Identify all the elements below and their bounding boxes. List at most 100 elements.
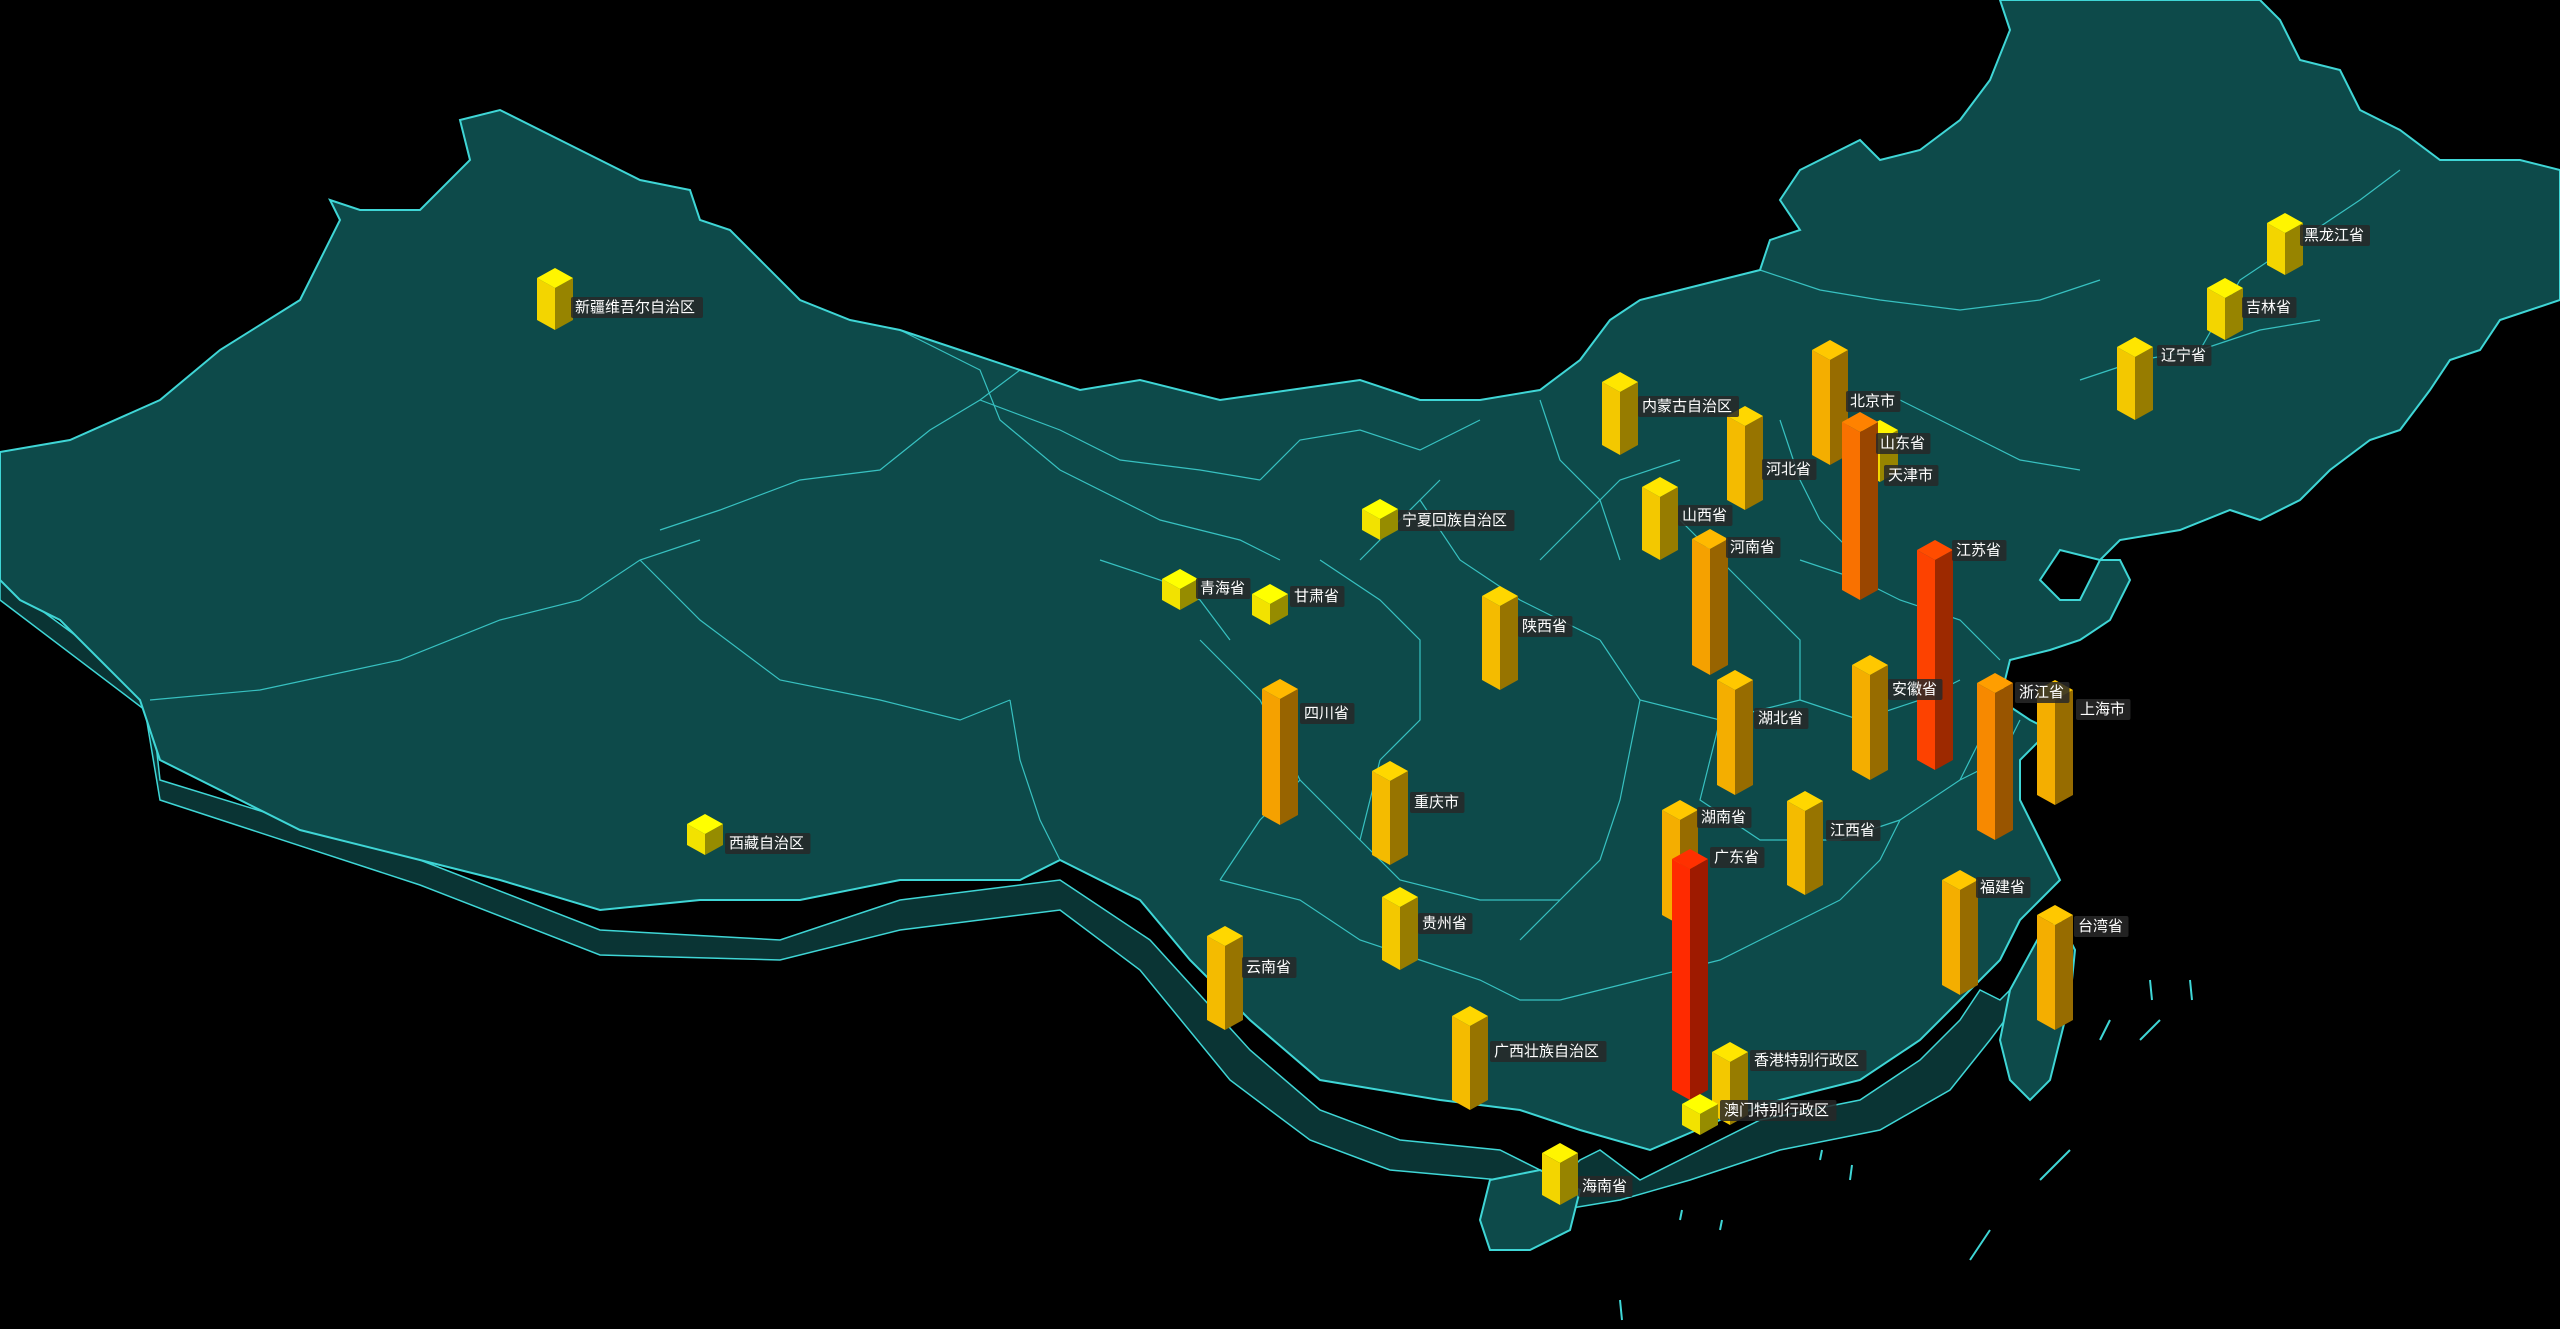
bar-side-face xyxy=(1860,422,1878,600)
province-label-text: 香港特别行政区 xyxy=(1754,1051,1859,1069)
province-label: 江苏省 xyxy=(1952,540,2007,561)
bar-side-face xyxy=(1225,936,1243,1030)
land-top xyxy=(0,0,2560,1152)
bar-front-face xyxy=(1252,594,1270,625)
bar-云南省[interactable] xyxy=(1207,926,1243,1030)
bar-top-face xyxy=(1692,529,1728,549)
bar-side-face xyxy=(2285,223,2303,275)
bar-side-face xyxy=(1710,539,1728,675)
province-label: 海南省 xyxy=(1578,1176,1633,1197)
province-label-text: 广东省 xyxy=(1714,848,1759,866)
bar-浙江省[interactable] xyxy=(1977,673,2013,840)
bar-海南省[interactable] xyxy=(1542,1143,1578,1205)
bar-西藏自治区[interactable] xyxy=(687,814,723,855)
province-label-text: 西藏自治区 xyxy=(729,834,804,852)
bar-河北省[interactable] xyxy=(1727,406,1763,510)
province-label: 河南省 xyxy=(1726,537,1781,558)
bar-四川省[interactable] xyxy=(1262,679,1298,825)
province-label-bg xyxy=(1888,679,1943,700)
bar-广东省[interactable] xyxy=(1672,849,1708,1100)
bar-辽宁省[interactable] xyxy=(2117,337,2153,420)
province-label-bg xyxy=(1578,1176,1633,1197)
province-label-bg xyxy=(1710,847,1765,868)
bar-front-face xyxy=(1362,509,1380,540)
bar-front-face xyxy=(2037,915,2055,1030)
bar-side-face xyxy=(1280,689,1298,825)
province-label: 黑龙江省 xyxy=(2300,225,2370,246)
bar-side-face xyxy=(1270,594,1288,625)
bar-新疆维吾尔自治区[interactable] xyxy=(537,268,573,330)
bar-top-face xyxy=(1207,926,1243,946)
bar-甘肃省[interactable] xyxy=(1252,584,1288,625)
bar-top-face xyxy=(2037,905,2073,925)
province-label: 甘肃省 xyxy=(1290,586,1345,607)
bar-黑龙江省[interactable] xyxy=(2267,213,2303,275)
province-label-bg xyxy=(1976,877,2031,898)
bar-front-face xyxy=(1942,880,1960,995)
bar-side-face xyxy=(1400,897,1418,970)
province-label-text: 天津市 xyxy=(1888,466,1933,484)
bar-澳门特别行政区[interactable] xyxy=(1682,1094,1718,1135)
bar-front-face xyxy=(2267,223,2285,275)
province-label-bg xyxy=(1826,820,1881,841)
province-label-bg xyxy=(1846,391,1901,412)
bar-青海省[interactable] xyxy=(1162,569,1198,610)
bar-陕西省[interactable] xyxy=(1482,586,1518,690)
bar-top-face xyxy=(1602,372,1638,392)
province-label-text: 湖南省 xyxy=(1701,808,1746,826)
province-label-text: 青海省 xyxy=(1200,579,1245,597)
bar-side-face xyxy=(1180,579,1198,610)
bar-江苏省[interactable] xyxy=(1917,540,1953,770)
bar-front-face xyxy=(1672,859,1690,1100)
province-label: 广西壮族自治区 xyxy=(1490,1041,1607,1062)
bar-front-face xyxy=(1207,936,1225,1030)
bar-top-face xyxy=(2207,278,2243,298)
bar-广西壮族自治区[interactable] xyxy=(1452,1006,1488,1110)
bar-side-face xyxy=(1960,880,1978,995)
province-label: 四川省 xyxy=(1300,703,1355,724)
province-label-bg xyxy=(1720,1100,1837,1121)
bar-front-face xyxy=(1852,665,1870,780)
province-label-text: 福建省 xyxy=(1980,878,2025,896)
bar-内蒙古自治区[interactable] xyxy=(1602,372,1638,455)
province-label-text: 澳门特别行政区 xyxy=(1724,1101,1829,1119)
bar-front-face xyxy=(1812,350,1830,465)
bar-重庆市[interactable] xyxy=(1372,761,1408,865)
bar-front-face xyxy=(1162,579,1180,610)
province-label-bg xyxy=(1754,708,1809,729)
bar-山西省[interactable] xyxy=(1642,477,1678,560)
province-label-text: 黑龙江省 xyxy=(2304,226,2364,244)
bar-安徽省[interactable] xyxy=(1852,655,1888,780)
province-label-text: 内蒙古自治区 xyxy=(1642,397,1732,415)
province-label: 天津市 xyxy=(1884,465,1939,486)
province-label-text: 上海市 xyxy=(2080,700,2125,718)
bar-top-face xyxy=(1717,670,1753,690)
province-label: 西藏自治区 xyxy=(725,833,811,854)
bar-山东省[interactable] xyxy=(1842,412,1878,600)
bar-side-face xyxy=(2135,347,2153,420)
bar-吉林省[interactable] xyxy=(2207,278,2243,340)
bar-湖北省[interactable] xyxy=(1717,670,1753,795)
province-label: 吉林省 xyxy=(2242,297,2297,318)
bar-top-face xyxy=(1162,569,1198,589)
bar-江西省[interactable] xyxy=(1787,791,1823,895)
province-label: 湖南省 xyxy=(1697,807,1752,828)
province-label: 河北省 xyxy=(1762,459,1817,480)
bars-layer xyxy=(537,213,2303,1205)
bar-front-face xyxy=(537,278,555,330)
province-label-text: 广西壮族自治区 xyxy=(1494,1042,1599,1060)
bar-top-face xyxy=(1372,761,1408,781)
province-label: 辽宁省 xyxy=(2157,345,2212,366)
bar-宁夏回族自治区[interactable] xyxy=(1362,499,1398,540)
bar-front-face xyxy=(1692,539,1710,675)
province-label-bg xyxy=(1398,510,1515,531)
bar-河南省[interactable] xyxy=(1692,529,1728,675)
bar-福建省[interactable] xyxy=(1942,870,1978,995)
bar-台湾省[interactable] xyxy=(2037,905,2073,1030)
province-label-bg xyxy=(1242,957,1297,978)
province-label-text: 贵州省 xyxy=(1422,914,1467,932)
bar-贵州省[interactable] xyxy=(1382,887,1418,970)
bar-top-face xyxy=(1942,870,1978,890)
province-label: 台湾省 xyxy=(2074,916,2129,937)
